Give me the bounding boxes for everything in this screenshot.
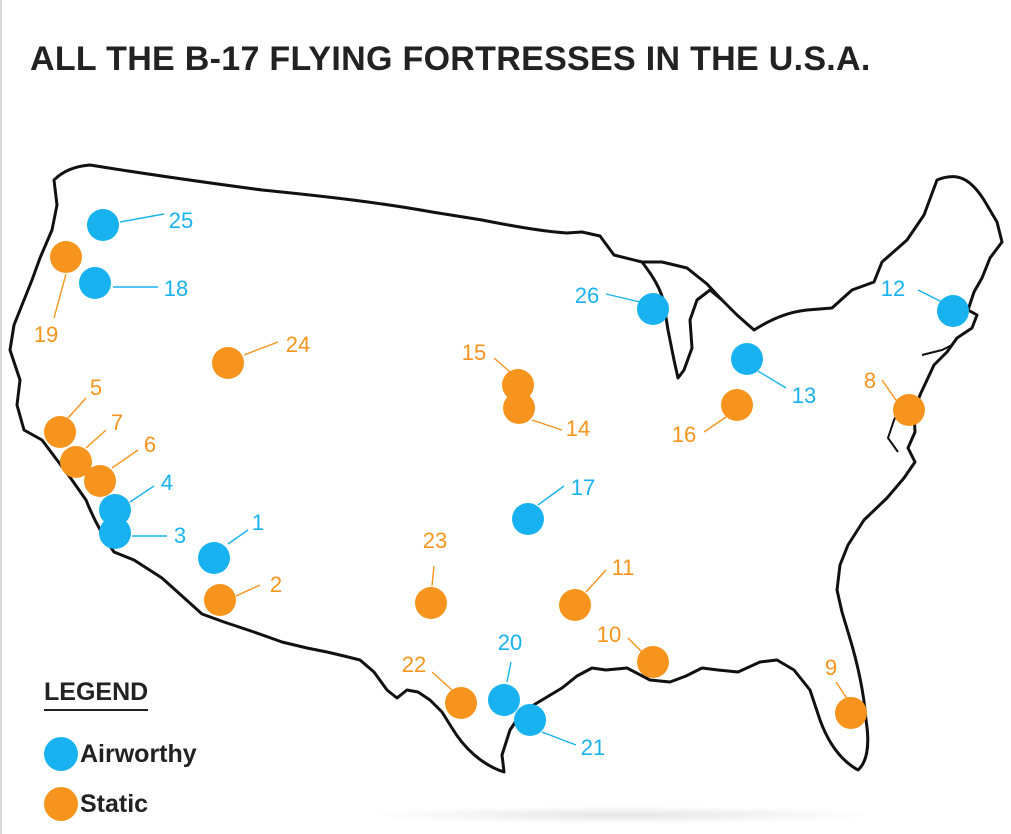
legend-item-static: Static <box>44 786 148 822</box>
marker-connector-10 <box>627 637 643 653</box>
marker-static-16 <box>721 389 753 421</box>
marker-airworthy-21 <box>514 704 546 736</box>
marker-static-9 <box>835 697 867 729</box>
marker-connector-26 <box>605 293 641 303</box>
marker-label-19: 19 <box>34 322 58 347</box>
marker-label-7: 7 <box>111 410 123 435</box>
marker-label-1: 1 <box>252 510 264 535</box>
marker-connector-6 <box>111 449 139 469</box>
marker-static-14 <box>503 392 535 424</box>
marker-label-15: 15 <box>462 340 486 365</box>
marker-static-24 <box>212 347 244 379</box>
marker-connector-25 <box>119 213 165 223</box>
marker-airworthy-26 <box>637 293 669 325</box>
marker-connector-17 <box>537 485 565 506</box>
marker-connector-4 <box>129 485 155 503</box>
marker-connector-1 <box>227 529 249 545</box>
marker-label-22: 22 <box>402 652 426 677</box>
marker-connector-16 <box>703 416 727 433</box>
marker-airworthy-17 <box>512 503 544 535</box>
marker-label-11: 11 <box>612 555 635 580</box>
marker-airworthy-25 <box>87 209 119 241</box>
marker-static-8 <box>893 394 925 426</box>
marker-connector-20 <box>506 661 512 683</box>
marker-label-23: 23 <box>423 528 447 553</box>
marker-static-19 <box>50 241 82 273</box>
marker-label-10: 10 <box>597 622 621 647</box>
marker-static-10 <box>637 646 669 678</box>
legend-item-airworthy: Airworthy <box>44 736 197 772</box>
marker-connector-22 <box>431 671 453 691</box>
marker-static-2 <box>204 584 236 616</box>
marker-static-11 <box>559 589 591 621</box>
marker-static-22 <box>445 687 477 719</box>
marker-label-9: 9 <box>825 655 837 680</box>
marker-label-12: 12 <box>881 276 905 301</box>
marker-connector-15 <box>493 357 511 373</box>
marker-label-17: 17 <box>571 475 595 500</box>
connector-layer <box>53 213 943 746</box>
marker-airworthy-1 <box>198 542 230 574</box>
marker-airworthy-3 <box>99 517 131 549</box>
static-legend-dot <box>44 787 78 821</box>
marker-label-25: 25 <box>169 208 193 233</box>
marker-connector-12 <box>917 289 943 303</box>
marker-label-3: 3 <box>174 523 186 548</box>
marker-connector-9 <box>835 681 849 701</box>
label-layer: 1234567891011121314151617181920212223242… <box>34 208 905 760</box>
marker-airworthy-4 <box>99 494 131 526</box>
page-title: ALL THE B-17 FLYING FORTRESSES IN THE U.… <box>30 40 871 78</box>
marker-static-23 <box>415 587 447 619</box>
marker-airworthy-20 <box>488 684 520 716</box>
marker-airworthy-18 <box>79 267 111 299</box>
marker-label-6: 6 <box>144 432 156 457</box>
marker-label-2: 2 <box>270 572 282 597</box>
marker-label-14: 14 <box>566 416 590 441</box>
marker-label-16: 16 <box>672 422 696 447</box>
marker-connector-7 <box>85 429 107 449</box>
legend-label-static: Static <box>80 789 149 818</box>
legend-title: LEGEND <box>44 678 149 711</box>
marker-label-24: 24 <box>286 332 310 357</box>
marker-airworthy-13 <box>731 343 763 375</box>
marker-label-4: 4 <box>161 470 173 495</box>
marker-connector-24 <box>243 341 279 356</box>
legend-label-airworthy: Airworthy <box>80 739 197 768</box>
bottom-shadow <box>362 806 882 824</box>
marker-airworthy-12 <box>937 295 969 327</box>
marker-label-21: 21 <box>581 735 605 760</box>
marker-static-6 <box>84 465 116 497</box>
marker-static-7 <box>60 446 92 478</box>
marker-connector-8 <box>881 379 897 401</box>
marker-label-26: 26 <box>575 283 599 308</box>
marker-connector-21 <box>541 731 577 746</box>
marker-label-18: 18 <box>164 276 188 301</box>
marker-connector-5 <box>67 397 87 419</box>
marker-label-5: 5 <box>90 375 102 400</box>
marker-static-15 <box>502 369 534 401</box>
marker-layer <box>44 209 969 736</box>
marker-connector-11 <box>585 569 607 593</box>
marker-label-13: 13 <box>792 383 816 408</box>
marker-label-8: 8 <box>864 368 876 393</box>
marker-connector-13 <box>757 370 787 389</box>
marker-connector-14 <box>531 419 563 431</box>
marker-static-5 <box>44 416 76 448</box>
usa-outline <box>8 163 1004 774</box>
marker-connector-19 <box>53 273 67 319</box>
airworthy-legend-dot <box>44 737 78 771</box>
marker-connector-2 <box>235 584 261 597</box>
marker-connector-23 <box>431 565 435 587</box>
marker-label-20: 20 <box>498 630 522 655</box>
